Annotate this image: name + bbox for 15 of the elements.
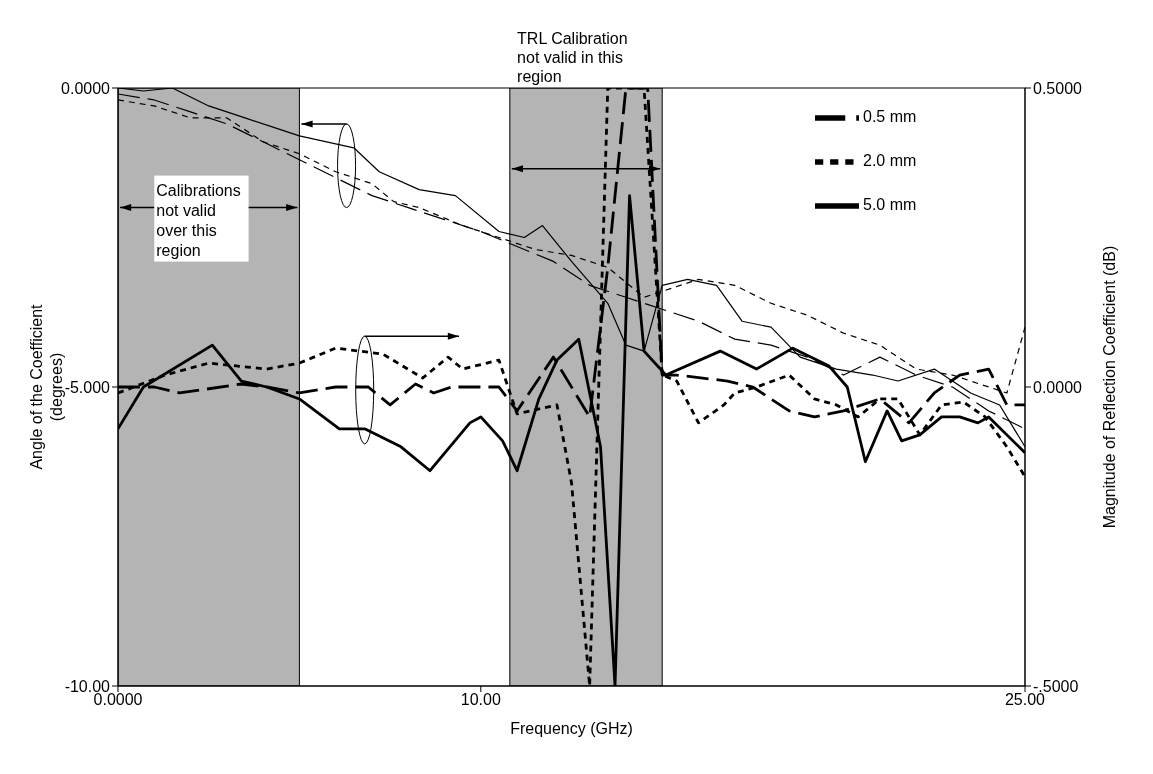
y2-tick-label: 0.0000 [1033,378,1083,396]
y-tick-label: -5.000 [64,378,111,396]
legend-label: 0.5 mm [863,108,917,126]
x-tick-label: 10.00 [460,691,501,709]
legend-label: 2.0 mm [863,152,917,170]
band-label: Calibrations not valid over this region [156,181,241,259]
text: TRL Calibration not valid in this region [517,30,628,85]
y-axis-title: Angle of the Coefficient (degrees) [28,303,65,470]
x-tick-label: 0.0000 [93,691,143,709]
legend-label: 5.0 mm [863,196,917,214]
y2-tick-label: 0.5000 [1033,79,1083,97]
x-tick-label: 25.00 [1004,691,1046,709]
y2-axis-title: Magnitude of Reflection Coefficient (dB) [1101,245,1118,529]
x-axis-title: Frequency (GHz) [510,720,633,737]
y-tick-label: 0.0000 [61,79,111,97]
